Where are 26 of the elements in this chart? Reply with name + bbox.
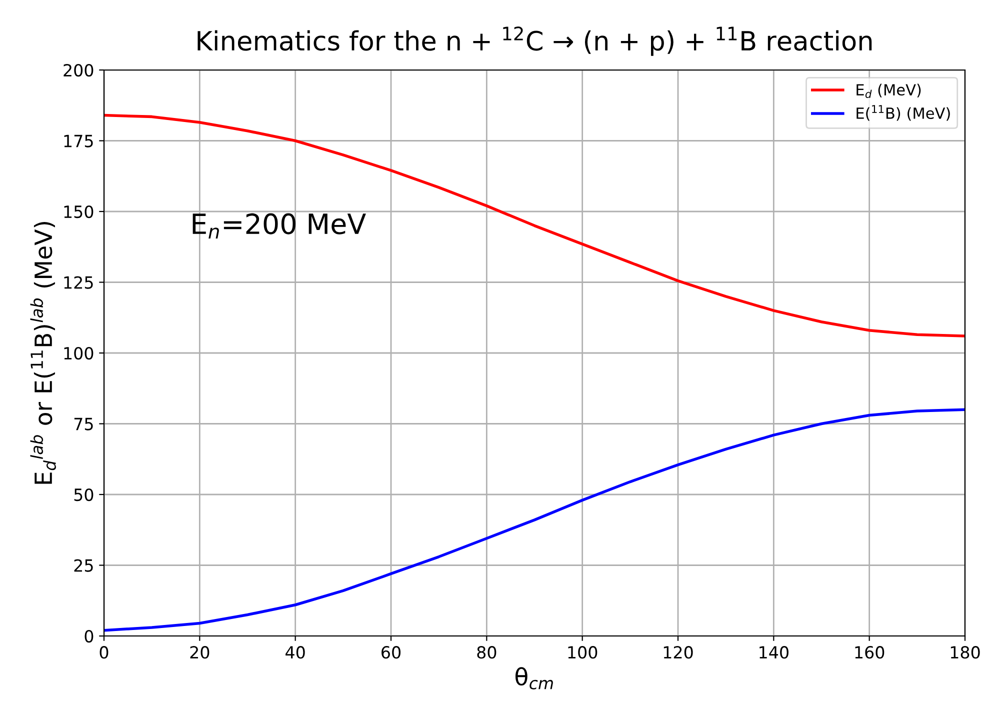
x-tick-label: 20 bbox=[190, 646, 210, 659]
x-tick-label: 160 bbox=[855, 646, 884, 659]
y-tick-label: 0 bbox=[84, 630, 94, 643]
legend-label: E($^{11}$B) (MeV) bbox=[856, 105, 950, 121]
x-tick-label: 40 bbox=[286, 646, 305, 659]
x-tick-label: 100 bbox=[568, 646, 598, 659]
y-tick-label: 25 bbox=[74, 559, 93, 572]
y-tick-label: 125 bbox=[64, 276, 93, 289]
x-tick-label: 80 bbox=[477, 646, 496, 659]
x-tick-label: 60 bbox=[382, 646, 400, 659]
annotation: E$_{n}$=200 MeV bbox=[192, 213, 366, 238]
legend-label: E$_{d}$ (MeV) bbox=[856, 84, 921, 98]
y-axis-title: E$_{d}$$^{lab}$ or E($^{11}$B)$^{lab}$ (MeV) bbox=[30, 222, 56, 484]
y-tick-label: 100 bbox=[64, 346, 94, 360]
y-tick-label: 75 bbox=[74, 418, 93, 430]
y-tick-label: 50 bbox=[74, 488, 94, 502]
y-tick-label: 150 bbox=[64, 205, 94, 218]
x-tick-label: 0 bbox=[100, 646, 108, 659]
x-axis-title: θ$_{cm}$ bbox=[515, 667, 553, 690]
chart-title: Kinematics for the n + $^{12}$C → (n + p) + $^{11}$B reaction bbox=[198, 26, 872, 56]
y-tick-label: 175 bbox=[64, 134, 93, 148]
x-tick-label: 120 bbox=[664, 646, 693, 659]
x-tick-label: 180 bbox=[950, 646, 980, 659]
y-tick-label: 200 bbox=[64, 64, 94, 77]
x-tick-label: 140 bbox=[760, 646, 788, 659]
line-series bbox=[104, 408, 965, 632]
